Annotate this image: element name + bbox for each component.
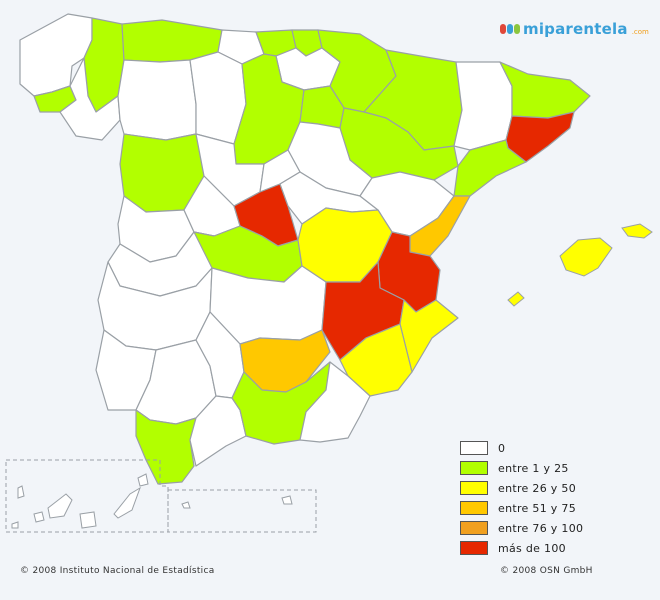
province-lleida[interactable] (453, 61, 513, 151)
legend-label: entre 1 y 25 (498, 461, 569, 475)
ine-credit: © 2008 Instituto Nacional de Estadística (20, 566, 215, 576)
legend-label: entre 26 y 50 (498, 481, 576, 495)
legend-item: entre 26 y 50 (460, 478, 583, 498)
province-a-coruna[interactable] (19, 13, 93, 97)
province-canarias[interactable] (11, 473, 149, 529)
province-cadiz[interactable] (135, 409, 197, 485)
province-almeria[interactable] (299, 361, 371, 443)
legend-item: entre 51 y 75 (460, 498, 583, 518)
legend-item: entre 1 y 25 (460, 458, 583, 478)
legend-swatch (460, 541, 488, 555)
brand-logo[interactable]: miparentela .com (500, 20, 649, 38)
legend-swatch (460, 441, 488, 455)
brand-name: miparentela (523, 20, 628, 38)
osn-credit: © 2008 OSN GmbH (500, 566, 593, 576)
family-icon (500, 24, 520, 34)
legend-label: 0 (498, 441, 506, 455)
legend-swatch (460, 501, 488, 515)
province-ceuta-melilla[interactable] (181, 495, 293, 509)
legend-swatch (460, 521, 488, 535)
legend-label: entre 51 y 75 (498, 501, 576, 515)
legend-swatch (460, 461, 488, 475)
legend-label: más de 100 (498, 541, 566, 555)
province-leon[interactable] (117, 59, 197, 141)
province-tarragona[interactable] (453, 139, 527, 197)
legend-item: 0 (460, 438, 583, 458)
legend-label: entre 76 y 100 (498, 521, 584, 535)
ceuta-melilla-inset-frame (167, 489, 317, 533)
province-baleares[interactable] (507, 223, 653, 307)
province-girona[interactable] (499, 61, 591, 119)
legend-item: entre 76 y 100 (460, 518, 583, 538)
legend-item: más de 100 (460, 538, 583, 558)
canary-inset-frame (5, 459, 169, 533)
brand-suffix: .com (631, 28, 649, 36)
legend-swatch (460, 481, 488, 495)
map-legend: 0 entre 1 y 25 entre 26 y 50 entre 51 y … (460, 438, 583, 558)
